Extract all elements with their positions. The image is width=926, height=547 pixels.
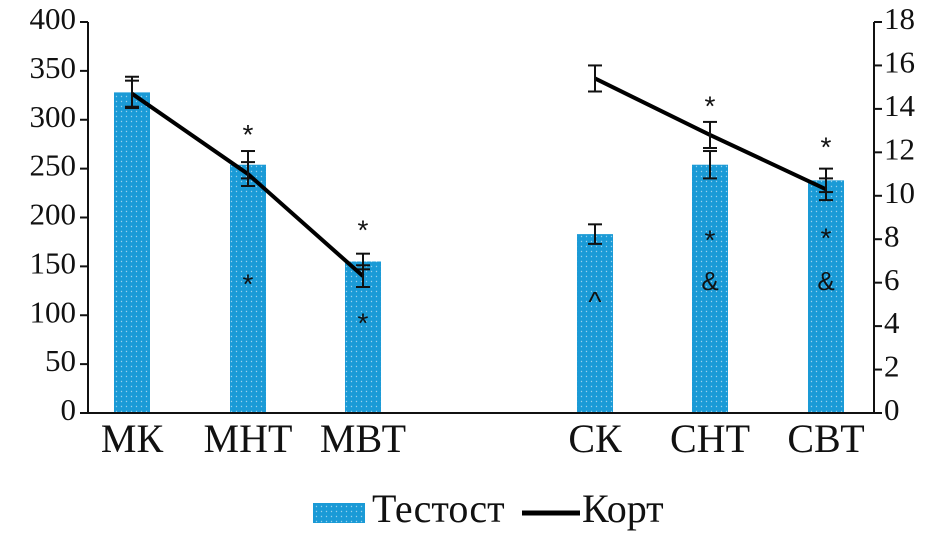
axes: 0 50 100 150 200 250 300 350 400 0 2 4 6 8 10 12 14 16 18 М… [30,1,916,461]
annotation-mark-10: * [821,222,832,253]
annotation-mark-2: * [243,268,254,299]
legend-label-bar: Тестост [372,486,505,531]
line-error-2-1 [588,64,602,93]
y-left-tick-label-4: 200 [30,197,77,232]
y-left-tick-label-5: 250 [30,148,77,183]
y-left-tick-label-6: 300 [30,99,77,134]
bar-4-texture [577,234,613,413]
annotation-mark-11: & [817,266,834,296]
y-left-tick-label-8: 400 [30,1,77,36]
bar-1-texture [114,92,150,413]
annotation-marks: * * * * ^ * * & * * & [243,90,835,338]
y-left-tick-label-7: 350 [30,50,77,85]
legend-swatch-bar-texture [313,503,365,523]
line-error-1-3 [356,264,370,289]
annotation-mark-6: * [705,90,716,121]
legend-label-line: Корт [582,486,664,531]
y-right-tick-label-2: 4 [884,305,900,340]
line-error-2-2 [703,120,717,149]
bar-6-texture [808,180,844,413]
bar-4 [577,234,613,413]
annotation-mark-5: ^ [588,286,601,317]
bar-1 [114,92,150,413]
legend: Тестост Корт [313,486,664,531]
bar-5-texture [692,164,728,413]
y-left-tick-label-0: 0 [61,392,77,427]
annotation-mark-7: * [705,224,716,255]
annotation-mark-1: * [243,119,254,150]
x-tick-label-2: МНТ [204,416,293,461]
x-tick-label-3: МВТ [320,416,406,461]
y-right-tick-label-4: 8 [884,218,900,253]
y-right-tick-label-0: 0 [884,392,900,427]
y-right-tick-label-7: 14 [884,88,916,123]
y-right-tick-label-3: 6 [884,262,900,297]
annotation-mark-8: & [701,266,718,296]
line-layer [125,64,833,289]
y-right-tick-label-5: 10 [884,175,915,210]
line-error-1-2 [241,161,255,188]
line-error-1-1 [125,79,139,108]
bar-2 [230,164,266,413]
bars-layer [114,75,844,413]
bar-error-4 [588,223,602,245]
y-left-tick-label-1: 50 [45,343,76,378]
annotation-mark-9: * [821,131,832,162]
y-left-tick-label-2: 100 [30,294,77,329]
line-error-2-3 [819,177,833,202]
bar-6 [808,180,844,413]
bar-5 [692,164,728,413]
y-right-tick-label-6: 12 [884,131,915,166]
y-right-tick-label-9: 18 [884,1,915,36]
y-right-tick-label-8: 16 [884,45,915,80]
x-tick-label-5: СНТ [670,416,750,461]
y-right-tick-label-1: 2 [884,349,900,384]
annotation-mark-3: * [358,215,369,246]
y-left-tick-label-3: 150 [30,245,77,280]
x-tick-label-4: СК [568,416,622,461]
bar-2-texture [230,164,266,413]
annotation-mark-4: * [358,307,369,338]
bar-error-5 [703,150,717,180]
x-tick-label-6: СВТ [787,416,864,461]
x-tick-label-1: МК [101,416,164,461]
